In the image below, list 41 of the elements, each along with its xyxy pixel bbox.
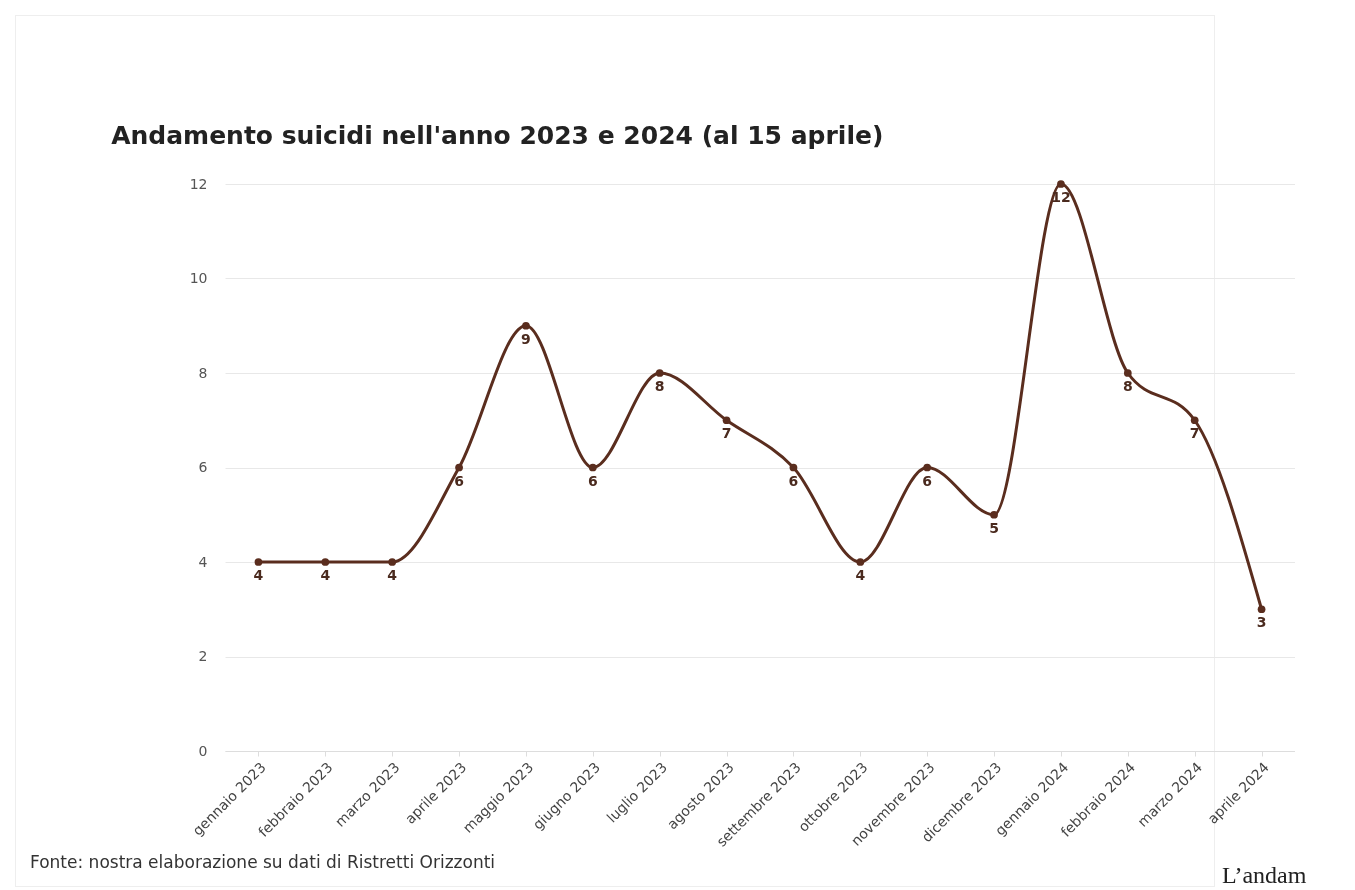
data-label: 6 xyxy=(788,472,799,489)
point xyxy=(588,463,597,472)
data-label: 8 xyxy=(1122,378,1133,394)
point xyxy=(455,463,463,472)
data-label: 6 xyxy=(454,472,464,489)
data-label: 4 xyxy=(855,567,866,583)
point xyxy=(655,369,664,377)
point xyxy=(1257,605,1266,614)
data-label: 3 xyxy=(1256,614,1267,631)
point xyxy=(722,416,731,425)
data-label: 4 xyxy=(320,567,331,583)
y-tick-label: 0 xyxy=(198,742,208,759)
y-tick-label: 12 xyxy=(189,175,208,192)
y-tick-label: 6 xyxy=(198,459,208,475)
point xyxy=(522,321,530,330)
y-tick-label: 4 xyxy=(198,553,208,570)
data-label: 8 xyxy=(654,378,665,394)
point xyxy=(923,463,932,472)
data-label: 5 xyxy=(989,519,999,536)
point xyxy=(1057,180,1065,188)
y-tick-label: 8 xyxy=(198,364,208,381)
y-tick-label: 2 xyxy=(198,648,208,664)
source-note: Fonte: nostra elaborazione su dati di Ristretti Orizzonti xyxy=(30,852,496,872)
text: L’andam xyxy=(1222,862,1307,889)
point xyxy=(388,558,397,566)
data-label: 7 xyxy=(721,425,732,442)
data-label: 9 xyxy=(521,330,531,347)
data-label: 4 xyxy=(253,567,264,583)
point xyxy=(1123,369,1132,377)
y-tick-label: 10 xyxy=(189,270,208,286)
point xyxy=(254,558,263,566)
data-label: 6 xyxy=(922,472,933,489)
data-label: 4 xyxy=(387,567,398,583)
data-label: 6 xyxy=(587,472,598,489)
point xyxy=(1190,416,1199,425)
point xyxy=(856,558,865,566)
point xyxy=(321,558,330,566)
point xyxy=(789,463,798,472)
point xyxy=(990,510,998,519)
chart-title: Andamento suicidi nell'anno 2023 e 2024 (al 15 aprile) xyxy=(111,121,884,150)
data-label: 7 xyxy=(1189,425,1200,442)
